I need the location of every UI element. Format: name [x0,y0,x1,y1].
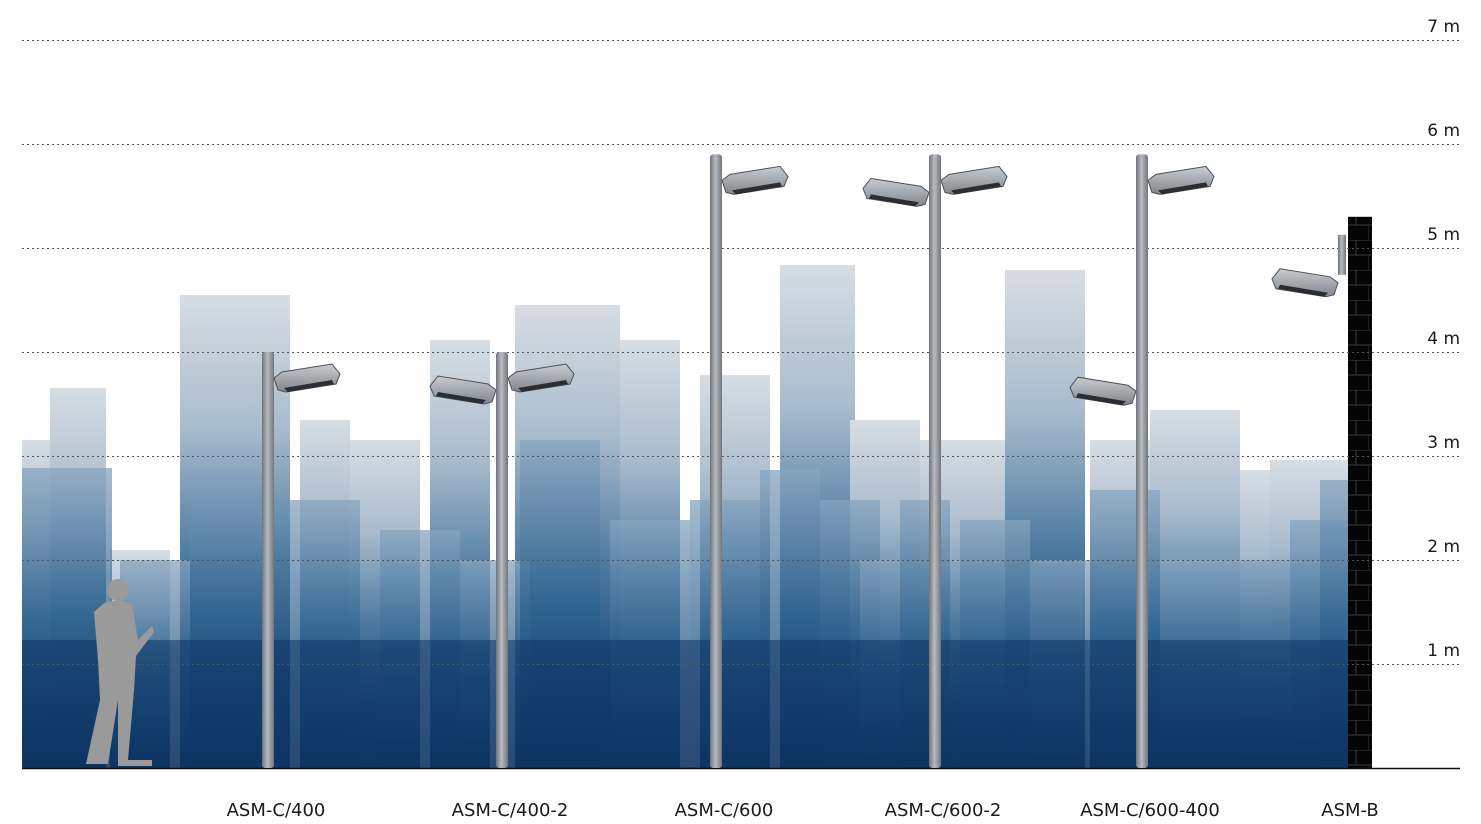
pole-label-6: ASM-B [1321,800,1378,821]
scale-label-7m: 7 m [1427,17,1460,37]
pole-label-4: ASM-C/600-2 [885,800,1002,821]
pole-4-head-2-lens [951,182,1001,195]
pole-1-head-1 [273,363,341,393]
pole-1-head-1-lens [284,380,334,392]
pole-3-head-1-lens [732,182,782,195]
pole-1 [262,352,341,768]
scale-label-3m: 3 m [1427,433,1460,453]
person-body [86,600,154,766]
pole-5-head-1-lens [1158,182,1208,195]
pole-label-5: ASM-C/600-400 [1080,800,1220,821]
pole-3 [710,154,789,768]
pole-labels: ASM-C/400 ASM-C/400-2 ASM-C/600 ASM-C/600-2… [227,800,1379,821]
city-base-shade [22,640,1350,768]
pole-2-head-2 [507,363,575,393]
person-head [107,579,129,601]
pole-label-3: ASM-C/600 [675,800,774,821]
pole-4-head-1-lens [869,194,919,207]
pole-2-head-1-lens [436,392,486,404]
pole-5-head-2-lens [1076,393,1126,406]
pole-5-head-2 [1069,376,1137,406]
pole-5 [1069,154,1215,768]
pole-6-head-1-lens [1278,284,1328,297]
pole-6-head-1 [1271,268,1339,298]
scale-label-4m: 4 m [1427,329,1460,349]
pole-1-shaft [262,352,274,768]
pole-6 [1271,234,1346,298]
pole-4-shaft [929,154,941,768]
scale-label-1m: 1 m [1427,641,1460,661]
human-silhouette [86,579,154,766]
pole-2-head-2-lens [518,380,568,392]
height-scale-gridlines: 1 m 2 m 3 m 4 m 5 m 6 m 7 m [22,17,1460,770]
pole-label-1: ASM-C/400 [227,800,326,821]
pole-2-shaft [496,352,508,768]
pole-label-2: ASM-C/400-2 [452,800,569,821]
pole-4-head-1 [862,177,930,207]
scale-label-2m: 2 m [1427,537,1460,557]
pole-4 [862,154,1008,768]
scale-label-6m: 6 m [1427,121,1460,141]
pole-2 [429,352,575,768]
pole-3-head-1 [721,165,789,195]
pole-5-shaft [1136,154,1148,768]
pole-5-head-1 [1147,165,1215,195]
brick-wall [1348,216,1372,769]
city-skyline-background [22,216,1372,769]
pole-4-head-2 [940,165,1008,195]
wall-bracket [1338,234,1346,275]
pole-3-shaft [710,154,722,768]
scale-label-5m: 5 m [1427,225,1460,245]
pole-2-head-1 [429,375,497,405]
poles-group [262,154,1346,768]
